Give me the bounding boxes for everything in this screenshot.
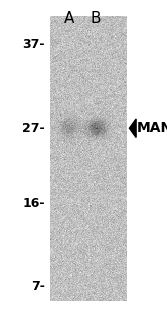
Text: 16-: 16- — [23, 197, 45, 210]
Text: A: A — [64, 11, 74, 26]
Text: B: B — [91, 11, 101, 26]
Polygon shape — [129, 119, 136, 138]
Text: MANF: MANF — [137, 121, 167, 135]
Text: 7-: 7- — [31, 280, 45, 293]
Text: 27-: 27- — [23, 122, 45, 135]
Text: 37-: 37- — [23, 38, 45, 51]
